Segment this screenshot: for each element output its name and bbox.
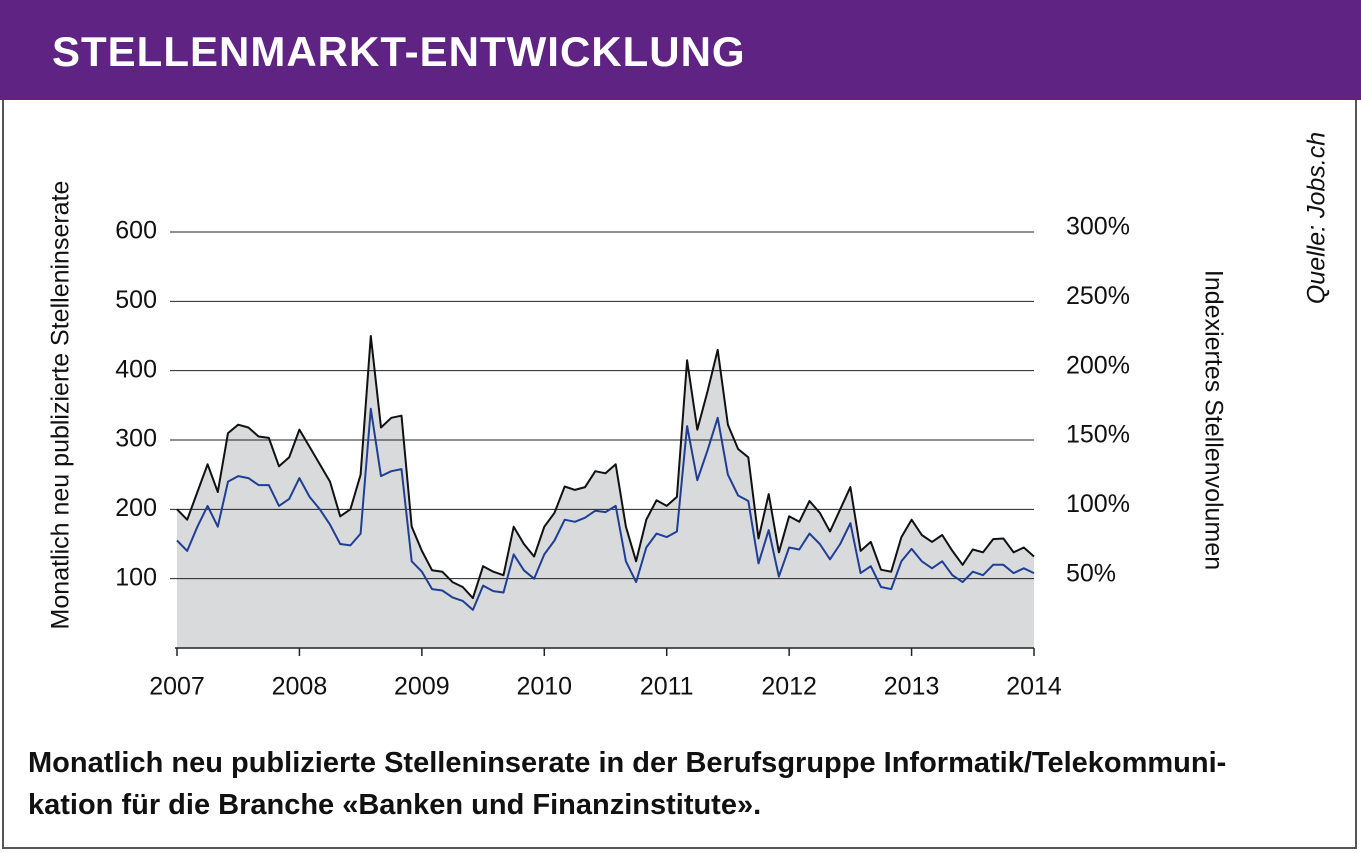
caption: Monatlich neu publizierte Stelleninserat… — [28, 742, 1226, 826]
x-tick-label: 2007 — [149, 673, 205, 701]
y-tick-label: 200 — [115, 494, 157, 522]
y2-tick-label: 200% — [1066, 351, 1130, 379]
y-tick-label: 500 — [115, 286, 157, 314]
caption-line: Monatlich neu publizierte Stelleninserat… — [28, 747, 1227, 779]
y2-tick-label: 100% — [1066, 490, 1130, 518]
y2-tick-label: 50% — [1066, 559, 1116, 587]
area — [177, 336, 1034, 648]
y-tick-label: 600 — [115, 217, 157, 245]
title: STELLENMARKT-ENTWICKLUNG — [52, 28, 746, 75]
y2-tick-label: 150% — [1066, 421, 1130, 449]
x-tick-label: 2014 — [1006, 673, 1062, 701]
y-axis-label: Monatlich neu publizierte Stelleninserat… — [47, 181, 75, 630]
x-tick-label: 2012 — [761, 673, 817, 701]
x-tick-label: 2008 — [272, 673, 328, 701]
caption-line: kation für die Branche «Banken und Finan… — [28, 789, 762, 821]
line — [176, 335, 1035, 600]
x-tick-label: 2013 — [884, 673, 940, 701]
line — [176, 407, 1035, 611]
y2-axis-label: Indexiertes Stellenvolumen — [1199, 270, 1227, 570]
source: Quelle: Jobs.ch — [1303, 132, 1331, 304]
y-tick-label: 400 — [115, 355, 157, 383]
y-tick-label: 100 — [115, 563, 157, 591]
y2-tick-label: 250% — [1066, 282, 1130, 310]
x-tick-label: 2011 — [640, 673, 694, 701]
chart: 100 200 300 400 500 600 50% 100% 150% 200% 250% 300… — [47, 132, 1331, 701]
y-tick-label: 300 — [115, 425, 157, 453]
y2-tick-label: 300% — [1066, 213, 1130, 241]
x-tick-label: 2009 — [394, 673, 450, 701]
header: STELLENMARKT-ENTWICKLUNG — [0, 0, 1361, 100]
x-tick-label: 2010 — [516, 673, 572, 701]
